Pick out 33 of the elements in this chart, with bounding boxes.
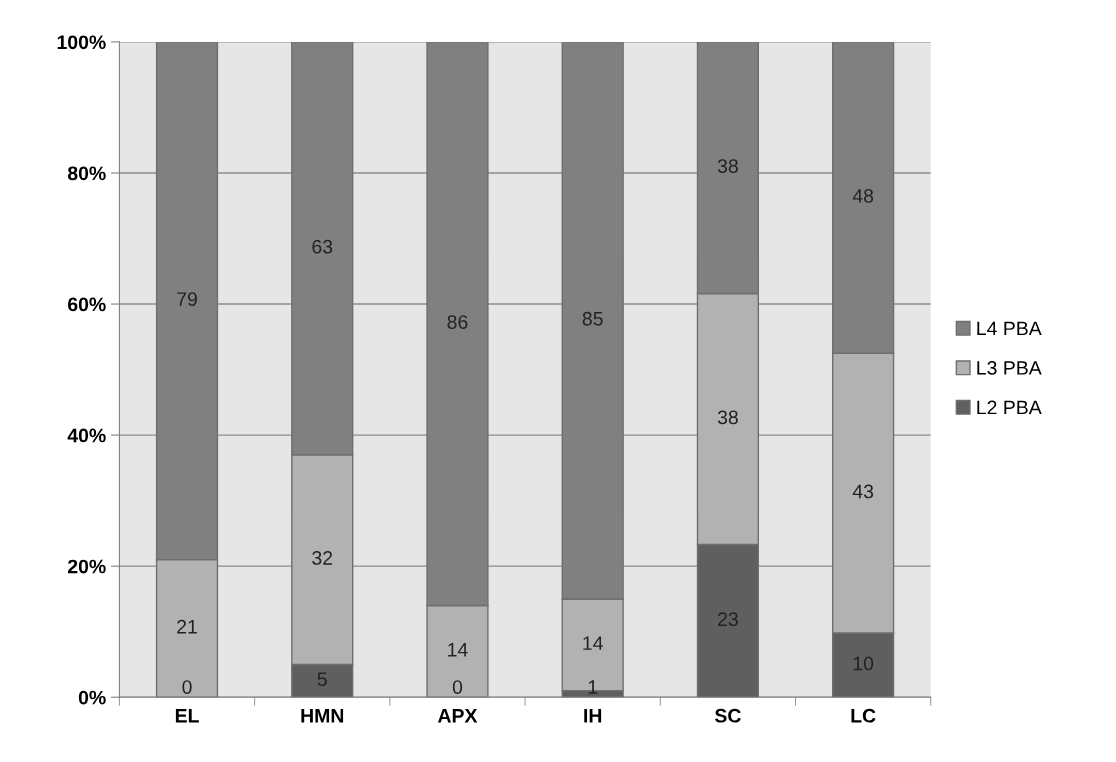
legend-label: L2 PBA (977, 400, 1042, 415)
data-label: 32 (312, 551, 333, 565)
data-label: 14 (583, 636, 603, 650)
legend-label: L4 PBA (977, 321, 1042, 336)
data-label: 86 (447, 315, 468, 329)
data-label: 5 (317, 672, 327, 687)
y-tick-label: 40% (67, 428, 106, 443)
data-label: 43 (852, 484, 874, 499)
data-label: 23 (718, 612, 738, 627)
data-label: 1 (588, 680, 598, 694)
x-tick-label: SC (714, 708, 741, 723)
data-label: 38 (717, 410, 738, 425)
y-tick-label: 0% (78, 690, 106, 705)
legend-label: L3 PBA (977, 361, 1042, 375)
y-tick-label: 100% (57, 35, 106, 50)
data-label: 38 (717, 159, 738, 173)
data-label: 85 (582, 311, 603, 326)
y-tick-label: 20% (67, 559, 106, 574)
data-label: 63 (312, 239, 333, 254)
y-tick-label: 60% (68, 297, 106, 312)
x-tick-label: APX (437, 709, 478, 723)
x-tick-label: LC (851, 708, 876, 723)
data-label: 14 (448, 643, 468, 657)
x-tick-label: HMN (301, 709, 344, 723)
y-tick-label: 80% (67, 166, 106, 181)
data-label: 10 (853, 656, 874, 671)
data-label: 0 (452, 680, 463, 694)
data-label: 48 (852, 189, 874, 203)
data-label: 21 (177, 619, 197, 634)
x-tick-label: IH (584, 709, 602, 723)
x-tick-label: EL (175, 709, 199, 723)
data-label: 79 (177, 292, 197, 306)
data-label: 0 (182, 680, 192, 694)
